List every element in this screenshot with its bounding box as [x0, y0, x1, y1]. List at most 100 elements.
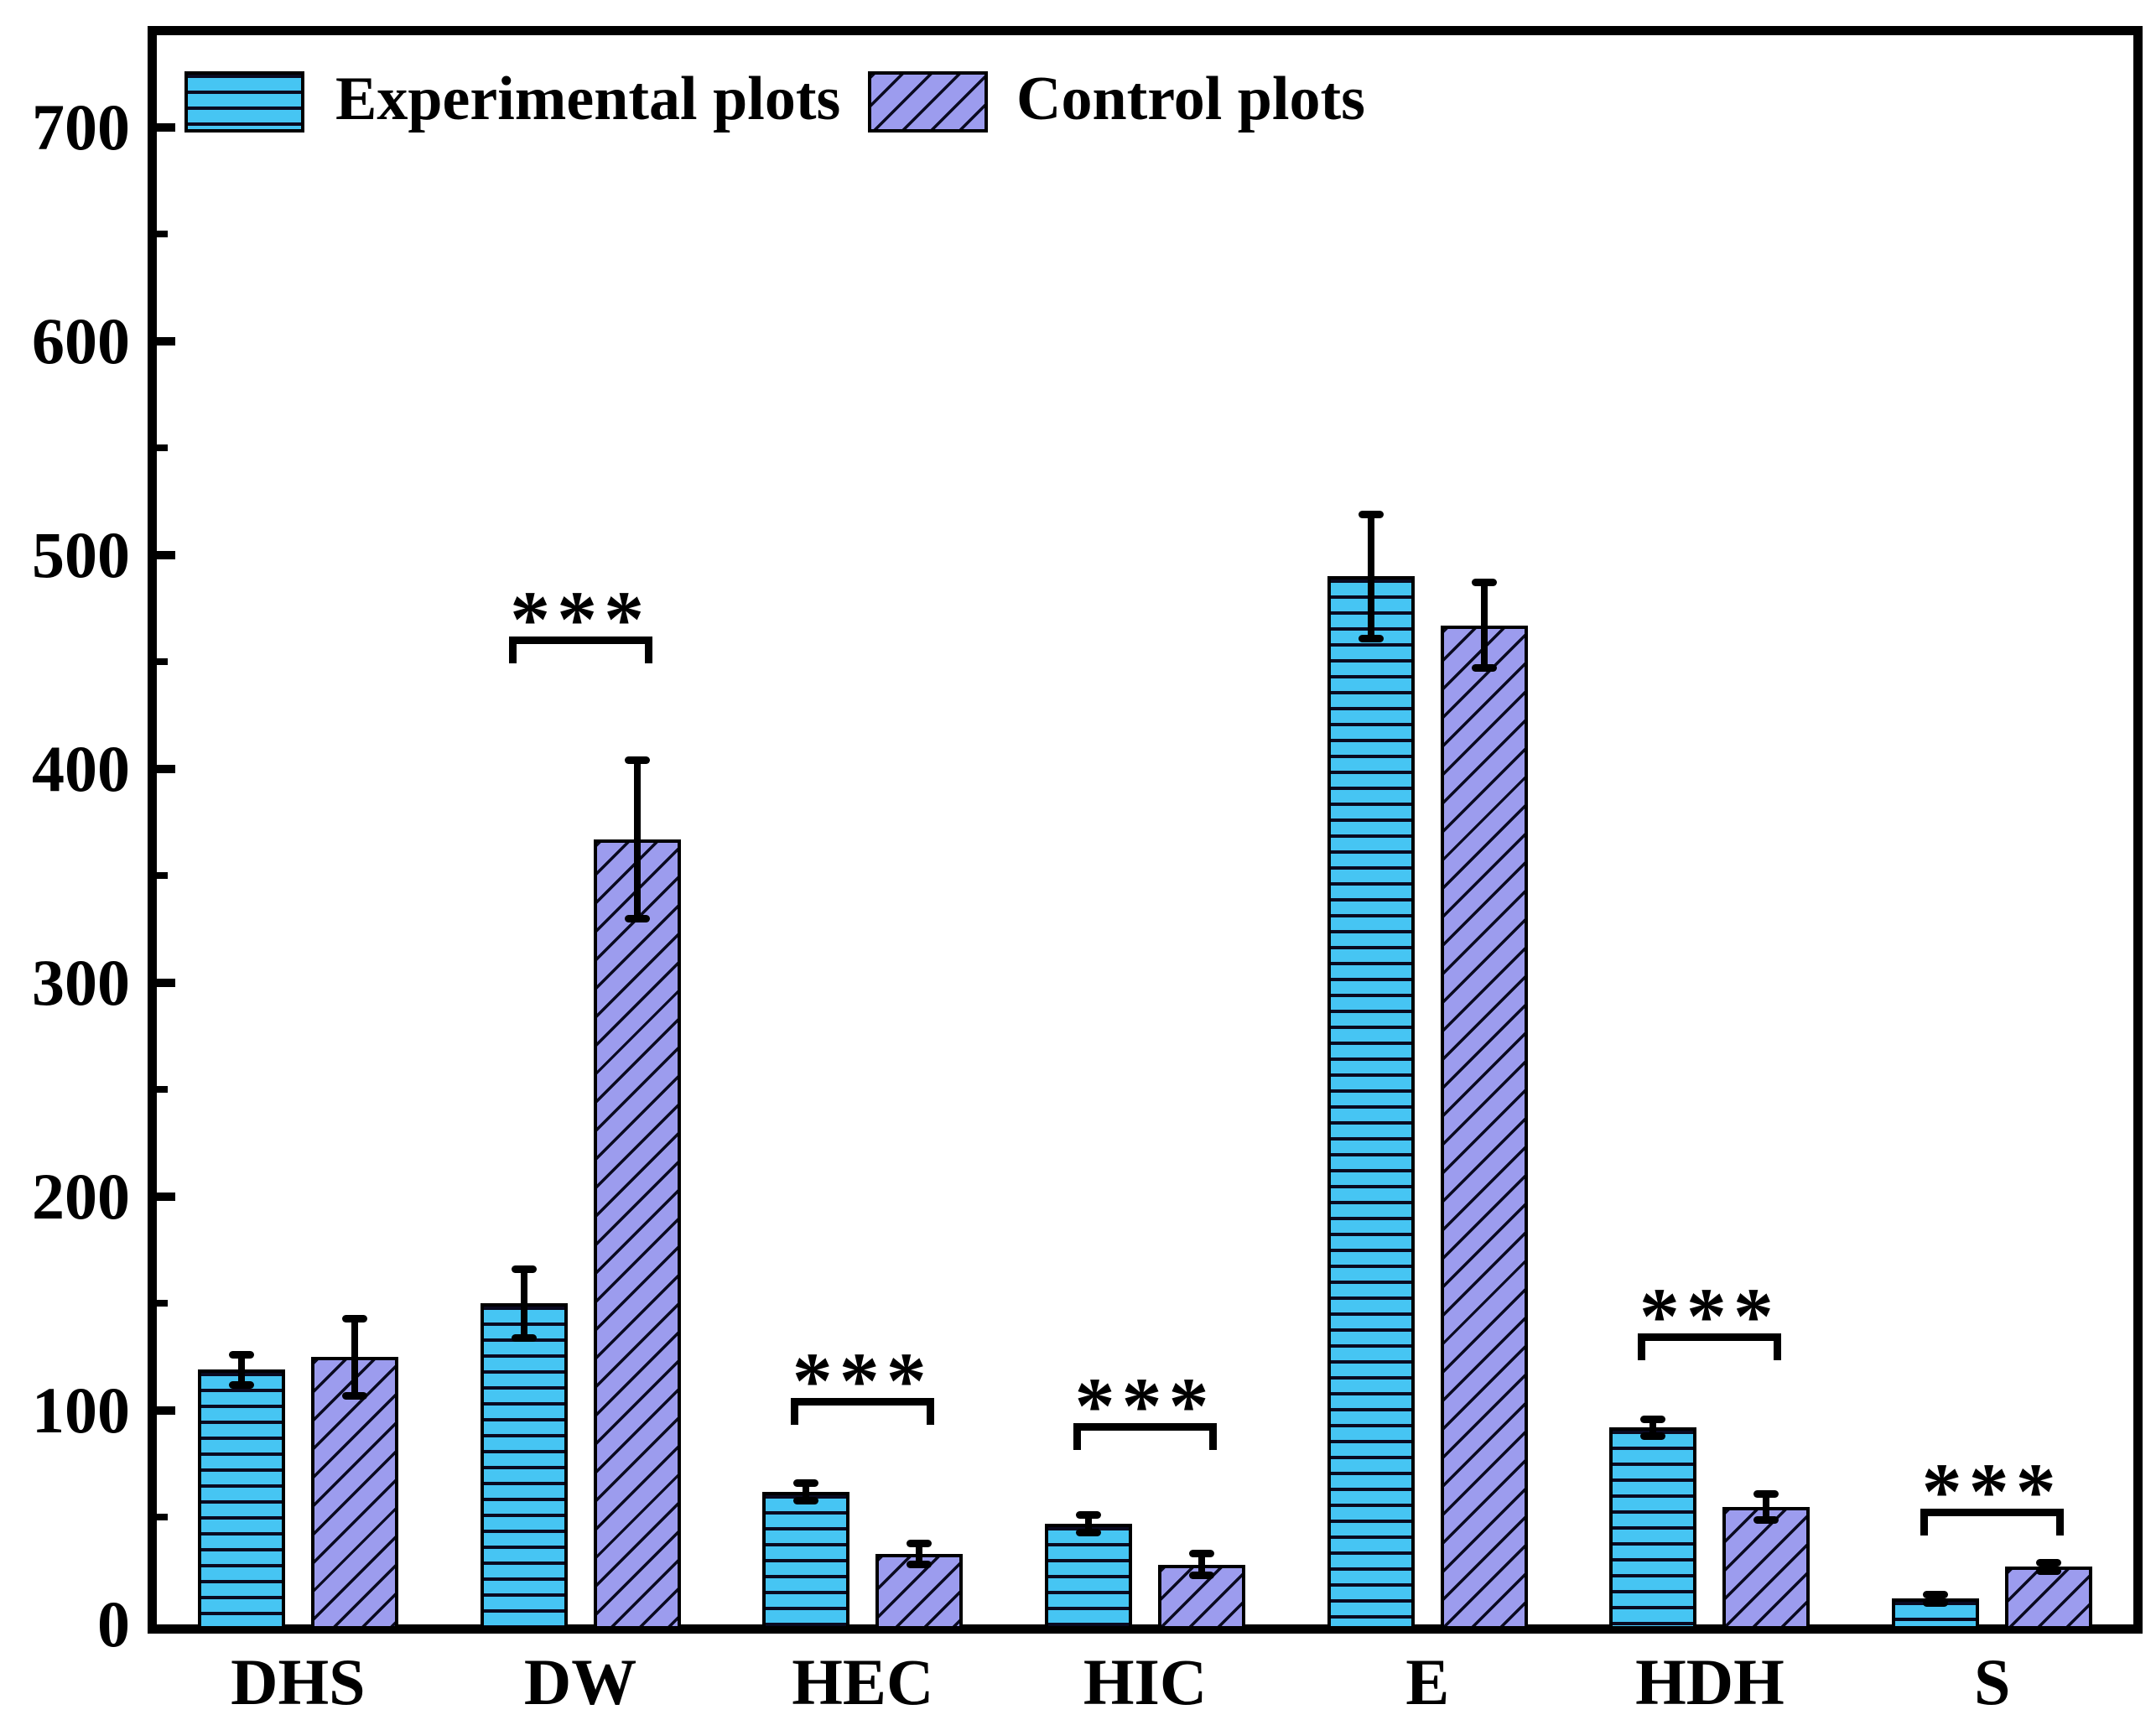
error-bar-stem	[1480, 582, 1488, 668]
x-axis-label-HEC: HEC	[792, 1645, 934, 1718]
significance-bracket-end-right	[1209, 1423, 1217, 1451]
bar-E-experimental	[1327, 576, 1415, 1629]
error-bar-cap-top	[2036, 1558, 2062, 1567]
y-axis-minor-tick	[157, 872, 168, 880]
bar-HIC-experimental	[1045, 1524, 1132, 1629]
error-bar-cap-top	[793, 1479, 819, 1488]
y-axis-minor-tick	[157, 658, 168, 666]
y-axis-major-tick	[157, 1192, 175, 1201]
x-axis-label-HDH: HDH	[1635, 1645, 1785, 1718]
y-axis-major-tick	[157, 1406, 175, 1415]
significance-bracket-end-left	[1638, 1333, 1646, 1361]
error-bar-cap-bottom	[1753, 1515, 1779, 1524]
y-axis-minor-tick	[157, 1300, 168, 1307]
plot-frame	[148, 26, 2143, 1634]
error-bar-stem	[1649, 1419, 1657, 1437]
legend-swatch-experimental	[184, 71, 304, 133]
y-axis-tick-label: 300	[32, 945, 130, 1019]
error-bar-stem	[916, 1543, 923, 1565]
error-bar-cap-bottom	[907, 1561, 933, 1569]
error-bar-cap-bottom	[341, 1391, 367, 1400]
error-bar-cap-top	[1753, 1489, 1779, 1498]
error-bar-cap-top	[1640, 1415, 1666, 1423]
y-axis-major-tick	[157, 336, 175, 346]
bar-HDH-control	[1722, 1506, 1811, 1629]
y-axis-tick-label: 100	[32, 1373, 130, 1447]
error-bar-cap-bottom	[228, 1380, 254, 1389]
bar-DW-experimental	[480, 1303, 568, 1629]
significance-bracket	[1920, 1509, 2065, 1517]
error-bar-stem	[1367, 514, 1374, 639]
error-bar-stem	[520, 1269, 527, 1338]
error-bar-cap-top	[624, 756, 650, 765]
error-bar-cap-top	[1076, 1511, 1101, 1520]
error-bar-cap-bottom	[1923, 1598, 1949, 1607]
y-axis-major-tick	[157, 978, 175, 987]
error-bar-cap-bottom	[624, 914, 650, 922]
y-axis-tick-label: 600	[32, 304, 130, 377]
significance-stars: ***	[1074, 1361, 1216, 1452]
significance-stars: ***	[510, 574, 652, 664]
significance-bracket	[508, 636, 652, 644]
error-bar-cap-bottom	[1471, 664, 1497, 673]
error-bar-stem	[633, 760, 641, 919]
significance-bracket	[791, 1397, 935, 1406]
x-axis-label-E: E	[1405, 1645, 1450, 1718]
significance-bracket-end-left	[791, 1397, 799, 1425]
bar-DHS-control	[310, 1357, 398, 1629]
error-bar-cap-top	[1358, 510, 1384, 518]
x-axis-label-HIC: HIC	[1083, 1645, 1208, 1718]
error-bar-stem	[1763, 1494, 1770, 1520]
significance-bracket-end-left	[1073, 1423, 1081, 1451]
bar-DHS-experimental	[197, 1369, 285, 1629]
legend-swatch-control	[868, 71, 988, 133]
y-axis-tick-label: 400	[32, 731, 130, 805]
error-bar-cap-top	[228, 1351, 254, 1359]
error-bar-stem	[1085, 1515, 1092, 1533]
y-axis-tick-label: 700	[32, 90, 130, 164]
y-axis-minor-tick	[157, 1514, 168, 1521]
legend-label-experimental: Experimental plots	[335, 65, 841, 133]
error-bar-stem	[237, 1354, 245, 1385]
error-bar-cap-bottom	[511, 1333, 537, 1342]
error-bar-cap-bottom	[793, 1496, 819, 1504]
y-axis-minor-tick	[157, 444, 168, 452]
legend-label-control: Control plots	[1016, 65, 1365, 133]
y-axis-minor-tick	[157, 1086, 168, 1094]
error-bar-cap-top	[511, 1265, 537, 1274]
error-bar-cap-top	[1471, 579, 1497, 587]
error-bar-cap-top	[907, 1539, 933, 1547]
significance-bracket-end-right	[644, 636, 652, 663]
significance-bracket-end-right	[927, 1397, 935, 1425]
significance-stars: ***	[792, 1335, 933, 1426]
error-bar-cap-top	[1189, 1550, 1214, 1558]
error-bar-stem	[1932, 1594, 1940, 1603]
y-axis-tick-label: 500	[32, 517, 130, 591]
y-axis-major-tick	[157, 122, 175, 132]
y-axis-tick-label: 200	[32, 1159, 130, 1233]
error-bar-stem	[2045, 1562, 2053, 1572]
bar-DW-control	[593, 839, 681, 1629]
error-bar-cap-bottom	[1640, 1432, 1666, 1441]
significance-bracket-end-left	[508, 636, 517, 663]
y-axis-major-tick	[157, 550, 175, 559]
error-bar-cap-bottom	[2036, 1567, 2062, 1575]
error-bar-cap-bottom	[1076, 1528, 1101, 1536]
significance-bracket-end-right	[2056, 1509, 2065, 1536]
y-axis-major-tick	[157, 764, 175, 773]
x-axis-label-S: S	[1973, 1645, 2011, 1718]
x-axis-label-DW: DW	[523, 1645, 637, 1718]
error-bar-stem	[1198, 1553, 1205, 1576]
error-bar-cap-top	[1923, 1590, 1949, 1598]
x-axis-label-DHS: DHS	[231, 1645, 366, 1718]
error-bar-cap-bottom	[1358, 634, 1384, 642]
error-bar-cap-bottom	[1189, 1571, 1214, 1579]
significance-stars: ***	[1639, 1271, 1780, 1362]
significance-bracket-end-right	[1774, 1333, 1782, 1361]
error-bar-stem	[351, 1318, 358, 1396]
error-bar-stem	[803, 1483, 810, 1501]
bar-HEC-experimental	[762, 1491, 850, 1629]
bar-E-control	[1440, 625, 1528, 1629]
bar-HEC-control	[875, 1553, 964, 1629]
